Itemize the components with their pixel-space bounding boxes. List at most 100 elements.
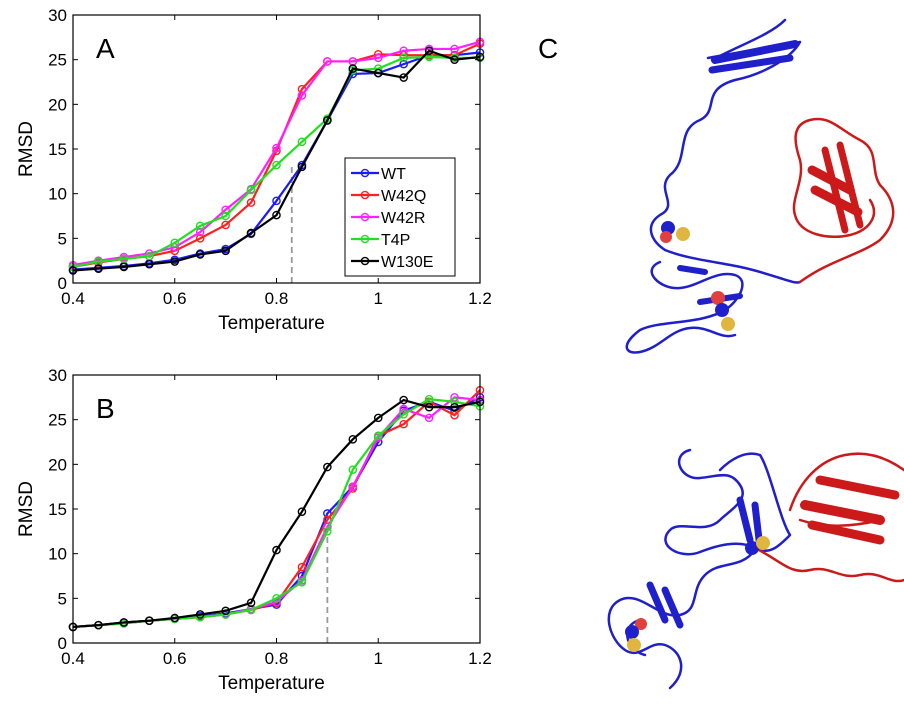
data-point-T4P (323, 527, 332, 536)
x-tick-label: 1.2 (468, 649, 492, 668)
data-point-W130E (399, 73, 408, 82)
data-point-W42R (195, 227, 205, 237)
series-line-T4P (72, 397, 481, 629)
data-point-T4P (424, 52, 434, 62)
data-point-W130E (170, 613, 180, 623)
y-tick-label: 15 (48, 140, 67, 159)
data-point-W42R (373, 53, 383, 63)
legend-label-WT: WT (381, 166, 406, 183)
data-point-T4P (399, 53, 408, 63)
data-point-W130E (424, 46, 434, 56)
y-tick-label: 0 (58, 634, 67, 653)
data-point-W130E (246, 228, 256, 238)
panel-b-chart: 0.4 0.6 0.8 1 1.2 0 5 10 15 20 25 30 Temperature RMSD (16, 366, 492, 694)
x-tick-label: 0.6 (163, 289, 187, 308)
data-point-W42R (297, 91, 307, 100)
data-point-W130E (399, 395, 408, 405)
series-line-WT (72, 396, 481, 629)
data-point-W130E (348, 64, 358, 73)
series-line-W42R (72, 40, 481, 267)
y-tick-label: 30 (48, 6, 67, 25)
data-point-W130E (195, 250, 205, 259)
data-point-W130E (195, 610, 205, 619)
data-point-W130E (272, 210, 281, 220)
x-axis-label: Temperature (218, 313, 325, 334)
series-line-W130E (72, 398, 481, 629)
data-point-T4P (145, 251, 154, 261)
y-tick-label: 10 (48, 185, 67, 204)
legend-label-W42R: W42R (381, 210, 425, 227)
data-point-T4P (297, 577, 307, 587)
y-tick-label: 15 (48, 500, 67, 519)
data-point-W130E (297, 507, 307, 516)
x-tick-label: 0.8 (265, 289, 289, 308)
data-point-W42R (348, 482, 358, 491)
data-point-W130E (323, 462, 332, 472)
data-point-W130E (323, 116, 332, 125)
data-point-W130E (348, 435, 358, 444)
data-point-W42Q (195, 234, 205, 243)
x-axis-label: Temperature (218, 673, 325, 694)
x-tick-label: 0.4 (61, 289, 85, 308)
data-point-W130E (170, 257, 180, 266)
protein-structure-top (625, 18, 895, 354)
y-tick-label: 20 (48, 95, 67, 114)
data-point-W42Q (221, 220, 230, 230)
data-point-T4P (246, 185, 256, 195)
data-point-WT (323, 509, 332, 518)
panel-a-label: A (96, 33, 115, 64)
data-point-W130E (94, 620, 103, 630)
legend-marker-W130E (360, 256, 370, 266)
y-axis-label: RMSD (16, 481, 37, 537)
y-tick-label: 25 (48, 411, 67, 430)
data-point-W130E (450, 402, 459, 412)
x-tick-label: 0.8 (265, 649, 289, 668)
x-tick-label: 1 (374, 289, 383, 308)
data-point-T4P (272, 160, 281, 170)
legend-marker-W42Q (360, 190, 370, 200)
legend-marker-W42R (360, 212, 370, 222)
data-point-W130E (272, 545, 281, 555)
legend-label-W130E: W130E (381, 254, 433, 271)
data-point-W130E (246, 598, 256, 608)
data-point-W42R (424, 413, 434, 423)
data-point-WT (272, 196, 281, 206)
data-point-W42R (323, 57, 332, 66)
series-line-W42R (72, 396, 481, 629)
data-point-W130E (119, 618, 129, 627)
data-point-T4P (297, 137, 307, 147)
series-line-W42Q (72, 389, 481, 629)
panel-a-chart: 0.4 0.6 0.8 1 1.2 0 5 10 15 20 25 30 Temperature RMSD… (16, 6, 492, 334)
legend-marker-T4P (360, 234, 370, 244)
x-tick-label: 0.4 (61, 649, 85, 668)
data-point-T4P (119, 254, 129, 264)
protein-structure-bottom (607, 448, 904, 690)
y-tick-label: 10 (48, 545, 67, 564)
y-tick-label: 0 (58, 274, 67, 293)
data-point-T4P (195, 221, 205, 231)
data-point-T4P (424, 394, 434, 404)
y-tick-label: 5 (58, 229, 67, 248)
data-point-W130E (221, 606, 230, 616)
data-point-W42Q (297, 562, 307, 572)
data-point-W42Q (399, 419, 408, 429)
data-point-W42R (450, 44, 459, 54)
y-axis-label: RMSD (16, 121, 37, 177)
series-line-W130E (72, 49, 481, 272)
data-point-W42R (221, 205, 230, 215)
legend-label-W42Q: W42Q (381, 188, 426, 205)
data-point-WT (399, 59, 408, 69)
data-point-T4P (170, 238, 180, 248)
x-tick-label: 1.2 (468, 289, 492, 308)
data-point-W130E (373, 413, 383, 423)
data-point-W130E (450, 55, 459, 64)
data-point-W42R (272, 143, 281, 153)
data-point-W130E (145, 259, 154, 269)
data-point-T4P (399, 410, 408, 419)
data-point-T4P (272, 594, 281, 603)
data-point-W130E (221, 246, 230, 256)
y-tick-label: 5 (58, 589, 67, 608)
data-point-W42Q (246, 198, 256, 207)
y-tick-label: 20 (48, 455, 67, 474)
